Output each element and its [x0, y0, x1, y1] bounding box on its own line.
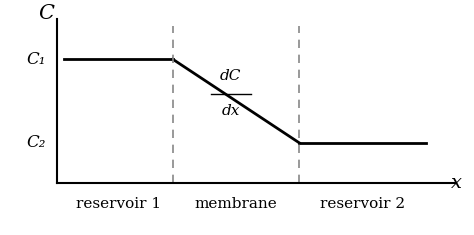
Text: C₂: C₂ [27, 134, 46, 151]
Text: C₁: C₁ [27, 51, 46, 68]
Text: reservoir 1: reservoir 1 [76, 197, 161, 211]
Text: membrane: membrane [195, 197, 277, 211]
Text: dC: dC [220, 69, 241, 83]
Text: x: x [451, 174, 463, 192]
Text: C: C [38, 4, 54, 23]
Text: dx: dx [221, 104, 240, 118]
Text: reservoir 2: reservoir 2 [320, 197, 405, 211]
